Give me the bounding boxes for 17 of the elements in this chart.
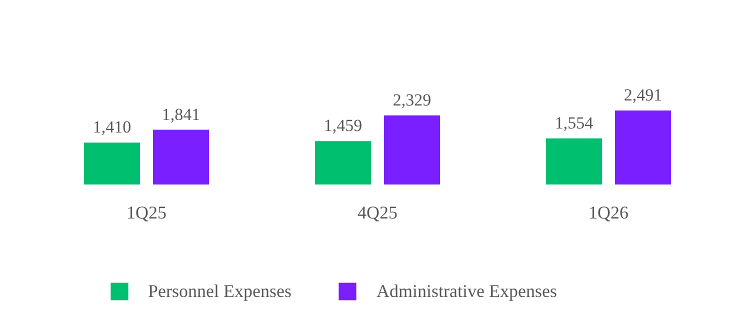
bar	[546, 138, 602, 184]
bar	[315, 141, 371, 184]
data-label: 1,410	[92, 118, 132, 137]
x-tick-label: 4Q25	[358, 202, 398, 222]
bar	[84, 142, 140, 184]
x-tick-label: 1Q26	[588, 202, 628, 222]
legend-label: Personnel Expenses	[148, 280, 292, 302]
data-label: 1,459	[324, 116, 362, 136]
data-label: 2,329	[392, 90, 432, 110]
x-tick-label: 1Q25	[126, 202, 166, 222]
data-label: 2,491	[624, 86, 662, 104]
bar	[615, 110, 671, 184]
data-label: 1,554	[554, 113, 594, 132]
bar	[153, 130, 209, 184]
data-label: 1,841	[162, 104, 200, 124]
bar	[384, 115, 440, 184]
legend-label: Administrative Expenses	[376, 280, 557, 302]
